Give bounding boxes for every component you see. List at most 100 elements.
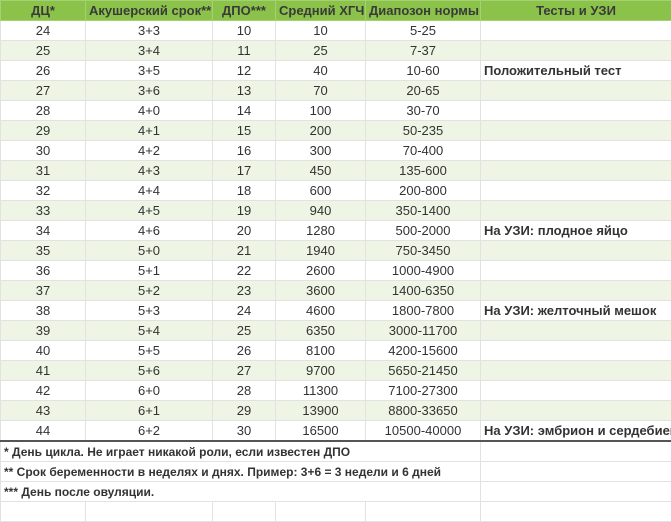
table-cell: 13900 bbox=[276, 401, 366, 421]
table-cell: На УЗИ: эмбрион и сердебиение bbox=[481, 421, 671, 442]
table-cell: 14 bbox=[213, 101, 276, 121]
table-cell: 40 bbox=[1, 341, 86, 361]
table-cell: На УЗИ: желточный мешок bbox=[481, 301, 671, 321]
table-cell: 3+4 bbox=[86, 41, 213, 61]
table-cell bbox=[481, 181, 671, 201]
table-cell bbox=[481, 441, 671, 462]
column-header: ДЦ* bbox=[1, 1, 86, 21]
table-cell bbox=[481, 101, 671, 121]
table-cell: 100 bbox=[276, 101, 366, 121]
table-cell: 4200-15600 bbox=[366, 341, 481, 361]
table-cell: 300 bbox=[276, 141, 366, 161]
table-cell: 34 bbox=[1, 221, 86, 241]
table-cell: 12 bbox=[213, 61, 276, 81]
table-cell: 1940 bbox=[276, 241, 366, 261]
table-cell: 26 bbox=[213, 341, 276, 361]
table-cell: 5+2 bbox=[86, 281, 213, 301]
table-cell: 40 bbox=[276, 61, 366, 81]
table-cell: 26 bbox=[1, 61, 86, 81]
table-cell: 200 bbox=[276, 121, 366, 141]
table-cell: 1800-7800 bbox=[366, 301, 481, 321]
table-cell: 1280 bbox=[276, 221, 366, 241]
table-cell bbox=[481, 81, 671, 101]
table-cell: 24 bbox=[1, 21, 86, 41]
table-cell: 4+0 bbox=[86, 101, 213, 121]
table-cell: 4+4 bbox=[86, 181, 213, 201]
table-cell bbox=[86, 502, 213, 522]
table-cell: 15 bbox=[213, 121, 276, 141]
table-cell: 70-400 bbox=[366, 141, 481, 161]
table-cell: 4600 bbox=[276, 301, 366, 321]
table-cell: 35 bbox=[1, 241, 86, 261]
table-cell: 24 bbox=[213, 301, 276, 321]
table-cell: 20-65 bbox=[366, 81, 481, 101]
table-cell: 4+2 bbox=[86, 141, 213, 161]
table-cell: 20 bbox=[213, 221, 276, 241]
footnote: ** Срок беременности в неделях и днях. П… bbox=[1, 462, 481, 482]
table-cell: 28 bbox=[1, 101, 86, 121]
table-cell: 4+6 bbox=[86, 221, 213, 241]
table-cell: 32 bbox=[1, 181, 86, 201]
table-cell: 5+0 bbox=[86, 241, 213, 261]
table-cell: 23 bbox=[213, 281, 276, 301]
table-cell: 200-800 bbox=[366, 181, 481, 201]
column-header: Диапозон нормы bbox=[366, 1, 481, 21]
table-cell: 4+1 bbox=[86, 121, 213, 141]
table-cell: 10500-40000 bbox=[366, 421, 481, 442]
table-cell: 31 bbox=[1, 161, 86, 181]
column-header: Средний ХГЧ bbox=[276, 1, 366, 21]
table-cell bbox=[213, 502, 276, 522]
table-cell bbox=[481, 321, 671, 341]
footnote-row: * День цикла. Не играет никакой роли, ес… bbox=[1, 441, 671, 462]
table-cell: 2600 bbox=[276, 261, 366, 281]
table-cell: 600 bbox=[276, 181, 366, 201]
table-cell bbox=[481, 21, 671, 41]
table-cell: 16500 bbox=[276, 421, 366, 442]
table-cell: 22 bbox=[213, 261, 276, 281]
footnote: *** День после овуляции. bbox=[1, 482, 481, 502]
table-cell bbox=[481, 121, 671, 141]
table-cell: 37 bbox=[1, 281, 86, 301]
table-cell: 17 bbox=[213, 161, 276, 181]
table-cell: 940 bbox=[276, 201, 366, 221]
table-cell: 6+2 bbox=[86, 421, 213, 442]
table-cell: 4+5 bbox=[86, 201, 213, 221]
footnote: * День цикла. Не играет никакой роли, ес… bbox=[1, 441, 481, 462]
table-cell: 4+3 bbox=[86, 161, 213, 181]
table-cell: 21 bbox=[213, 241, 276, 261]
table-cell: На УЗИ: плодное яйцо bbox=[481, 221, 671, 241]
table-cell bbox=[481, 261, 671, 281]
table-cell bbox=[481, 241, 671, 261]
table-cell: 1400-6350 bbox=[366, 281, 481, 301]
table-cell: 70 bbox=[276, 81, 366, 101]
table-cell: 5-25 bbox=[366, 21, 481, 41]
table-cell: 42 bbox=[1, 381, 86, 401]
table-cell: 3+6 bbox=[86, 81, 213, 101]
table-cell: 25 bbox=[213, 321, 276, 341]
table-cell: 43 bbox=[1, 401, 86, 421]
table-cell: 25 bbox=[276, 41, 366, 61]
table-cell bbox=[481, 502, 671, 522]
table-cell: 135-600 bbox=[366, 161, 481, 181]
table-cell: 8100 bbox=[276, 341, 366, 361]
table-cell: 44 bbox=[1, 421, 86, 442]
table-cell: 5+6 bbox=[86, 361, 213, 381]
table-cell: 3600 bbox=[276, 281, 366, 301]
table-cell: 50-235 bbox=[366, 121, 481, 141]
table-cell bbox=[366, 502, 481, 522]
table-cell: 8800-33650 bbox=[366, 401, 481, 421]
table-cell: 6+1 bbox=[86, 401, 213, 421]
table-cell: 29 bbox=[213, 401, 276, 421]
